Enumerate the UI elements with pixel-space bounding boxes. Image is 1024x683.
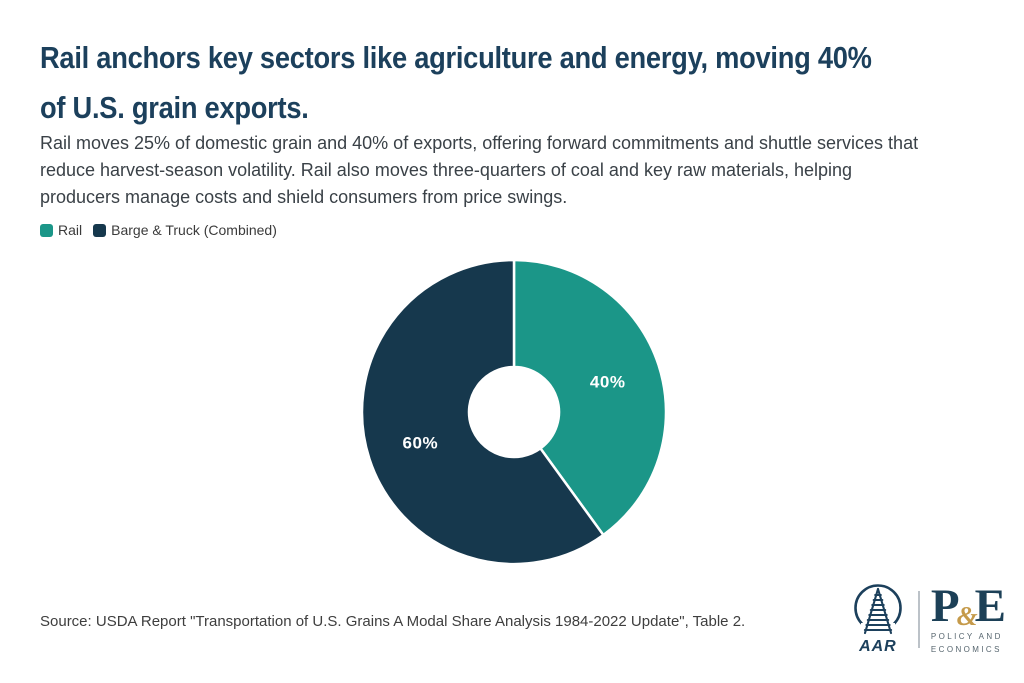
donut-slice-1: [360, 258, 606, 566]
pe-logo: P & E POLICY AND ECONOMICS: [930, 579, 1006, 655]
aar-logo: AAR: [849, 583, 907, 656]
legend-label-barge-truck: Barge & Truck (Combined): [111, 222, 277, 238]
donut-slice-0: [512, 258, 668, 537]
subtitle-line-3: producers manage costs and shield consum…: [40, 187, 568, 207]
donut-chart-area: 40% 60%: [349, 247, 679, 577]
pe-letter-p: P: [930, 579, 960, 632]
donut-slice-label-0: 40%: [590, 373, 626, 392]
aar-wordmark: AAR: [859, 638, 897, 655]
legend-swatch-barge-truck: [93, 223, 107, 237]
donut-chart: 40% 60%: [360, 258, 668, 566]
legend-label-rail: Rail: [58, 222, 83, 238]
chart-legend: Rail Barge & Truck (Combined): [40, 222, 277, 238]
logo-divider: [917, 591, 920, 648]
legend-item-barge-truck: Barge & Truck (Combined): [93, 222, 277, 238]
pe-subtitle-line-1: POLICY AND: [930, 631, 1003, 641]
brand-logos: AAR P & E POLICY AND ECONOMICS: [849, 579, 1006, 656]
donut-slice-label-1: 60%: [403, 433, 439, 452]
pe-letter-e: E: [974, 579, 1006, 632]
subtitle-paragraph: Rail moves 25% of domestic grain and 40%…: [40, 130, 918, 211]
subtitle-line-1: Rail moves 25% of domestic grain and 40%…: [40, 133, 919, 153]
page-title: Rail anchors key sectors like agricultur…: [40, 33, 872, 133]
title-line-1: Rail anchors key sectors like agricultur…: [40, 40, 872, 75]
subtitle-line-2: reduce harvest-season volatility. Rail a…: [40, 160, 853, 180]
pe-subtitle-line-2: ECONOMICS: [930, 644, 1002, 654]
pe-wordmark: P & E: [930, 579, 1006, 632]
source-citation: Source: USDA Report "Transportation of U…: [40, 613, 746, 630]
title-line-2: of U.S. grain exports.: [40, 90, 309, 125]
legend-item-rail: Rail: [40, 222, 82, 238]
legend-swatch-rail: [40, 223, 53, 237]
aar-railroad-icon: [854, 584, 902, 637]
pe-ampersand: &: [956, 600, 978, 631]
